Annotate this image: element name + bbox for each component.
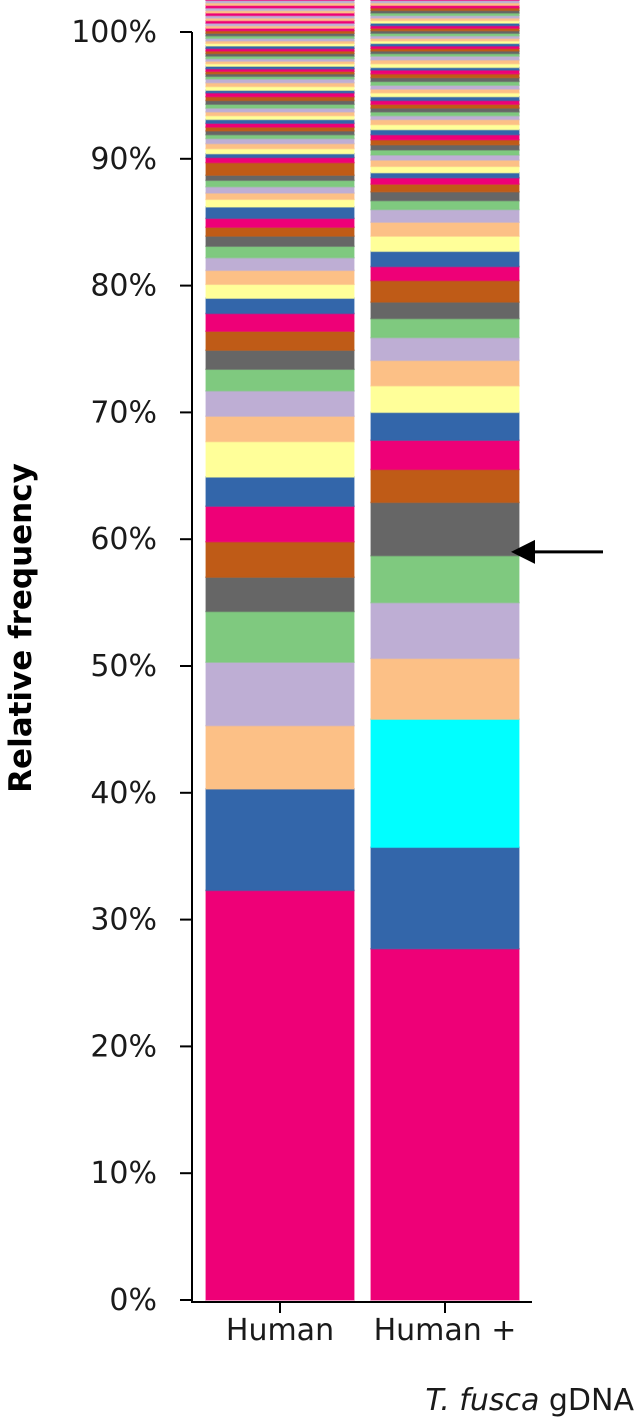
bar-segment — [370, 139, 520, 146]
bar-segment — [205, 179, 355, 188]
bar-segment — [370, 846, 520, 950]
bar-segment — [205, 440, 355, 478]
bar-segment — [370, 133, 520, 141]
bar-segment — [370, 468, 520, 504]
bar-segment — [205, 576, 355, 613]
bar-segment — [205, 198, 355, 208]
y-axis-label: Relative frequency — [3, 463, 39, 793]
y-ticks-group: 0% 10% 20% 30% 40% 50% 60% 70% 80% 90% 100% — [71, 15, 192, 1318]
y-axis-label-group: Relative frequency — [3, 463, 39, 793]
x-category-label: Human — [226, 1313, 334, 1348]
bar-segment — [370, 221, 520, 237]
y-tick-label: 60% — [90, 522, 157, 557]
bar-segment — [205, 889, 355, 1301]
bar-segment — [205, 269, 355, 286]
bar-segment — [370, 279, 520, 303]
bar-segment — [205, 312, 355, 332]
y-tick-label: 50% — [90, 649, 157, 684]
bar-segment — [205, 192, 355, 201]
bar-segment — [370, 411, 520, 442]
stack-2 — [370, 0, 520, 1301]
bar-segment — [205, 368, 355, 392]
y-tick-label: 20% — [90, 1029, 157, 1064]
bar-segment — [370, 301, 520, 320]
bar-segment — [370, 439, 520, 471]
bar-segment — [370, 718, 520, 849]
bar-segment — [205, 142, 355, 150]
category-caption-plain: gDNA — [539, 1383, 634, 1418]
bars-group — [205, 0, 520, 1301]
bar-segment — [370, 177, 520, 185]
bar-segment — [205, 137, 355, 145]
bar-segment — [370, 154, 520, 161]
bar-segment — [370, 501, 520, 557]
bar-segment — [205, 390, 355, 417]
bar-segment — [205, 256, 355, 272]
bar-segment — [370, 359, 520, 387]
category-caption-italic: T. fusca — [425, 1383, 539, 1418]
bar-segment — [370, 149, 520, 156]
bar-segment — [370, 336, 520, 362]
bar-segment — [370, 235, 520, 253]
bar-segment — [370, 948, 520, 1301]
bar-segment — [205, 297, 355, 315]
annotation-group — [511, 539, 603, 564]
bar-segment — [370, 385, 520, 414]
bar-segment — [205, 505, 355, 543]
bar-segment — [205, 283, 355, 300]
y-tick-label: 40% — [90, 776, 157, 811]
bar-segment — [370, 191, 520, 202]
bar-segment — [205, 161, 355, 177]
bar-segment — [205, 788, 355, 892]
bar-segment — [370, 250, 520, 268]
bar-segment — [205, 217, 355, 229]
bar-segment — [370, 118, 520, 126]
y-tick-label: 30% — [90, 903, 157, 938]
y-tick-label: 90% — [90, 142, 157, 177]
bar-segment — [205, 415, 355, 443]
bar-segment — [370, 657, 520, 721]
bar-segment — [370, 165, 520, 174]
bar-segment — [205, 724, 355, 790]
x-category-label: Human + — [374, 1313, 517, 1348]
bar-segment — [205, 245, 355, 259]
bar-segment — [370, 171, 520, 179]
bar-segment — [370, 144, 520, 151]
y-tick-label: 100% — [71, 15, 157, 50]
bar-segment — [205, 206, 355, 220]
axes-group — [191, 32, 532, 1303]
bar-segment — [205, 147, 355, 155]
bar-segment — [370, 123, 520, 131]
bar-segment — [370, 183, 520, 193]
bar-segment — [205, 349, 355, 371]
bar-segment — [205, 235, 355, 248]
bar-segment — [370, 265, 520, 282]
bar-segment — [205, 226, 355, 237]
bar-segment — [370, 199, 520, 211]
bar-segment — [205, 540, 355, 578]
bar-segment — [370, 317, 520, 339]
y-tick-label: 10% — [90, 1156, 157, 1191]
stack-1 — [205, 0, 355, 1301]
y-tick-label: 0% — [109, 1283, 157, 1318]
bar-segment — [205, 661, 355, 727]
bar-segment — [370, 128, 520, 136]
bar-segment — [370, 554, 520, 604]
bar-segment — [205, 185, 355, 194]
y-tick-label: 70% — [90, 395, 157, 430]
bar-segment — [205, 330, 355, 352]
bar-segment — [370, 601, 520, 660]
bar-segment — [370, 208, 520, 223]
bar-segment — [205, 476, 355, 507]
bar-segment — [205, 610, 355, 663]
y-tick-label: 80% — [90, 269, 157, 304]
x-ticks-group: Human Human + — [226, 1302, 517, 1348]
bar-segment — [205, 174, 355, 182]
category-caption: T. fusca gDNA — [425, 1383, 634, 1418]
bar-segment — [205, 156, 355, 164]
arrow-head-icon — [511, 539, 535, 564]
bar-segment — [370, 159, 520, 168]
